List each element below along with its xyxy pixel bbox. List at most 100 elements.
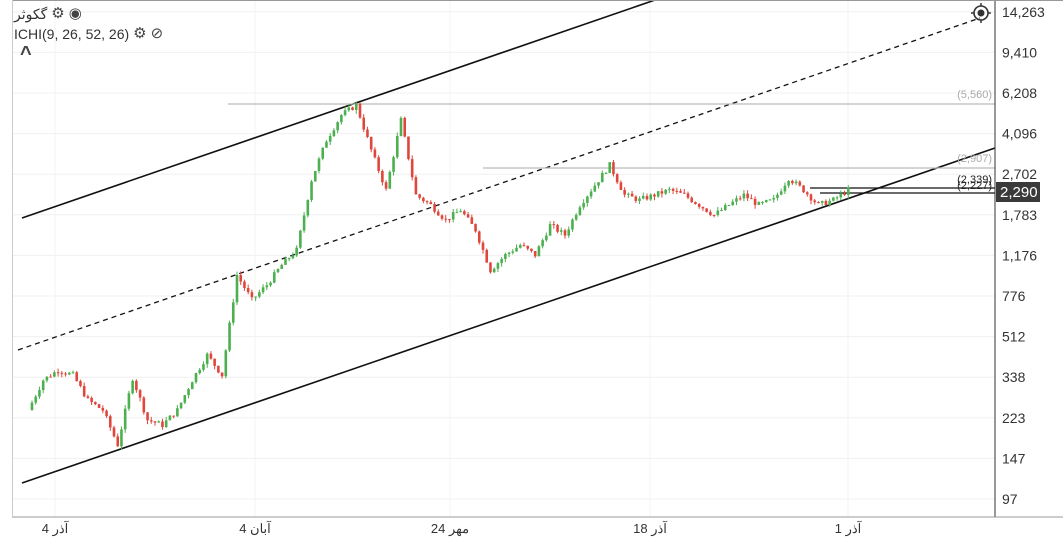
x-tick-label: 24 مهر [431,521,469,537]
candle-body [82,386,86,397]
candle-body [362,117,366,130]
candle-body [600,172,604,183]
candle-body [418,194,421,198]
target-icon[interactable] [971,3,991,23]
candle-body [593,185,597,192]
gear-icon[interactable]: ⚙ [133,25,147,42]
candle-body [705,208,708,212]
candle-body [209,353,213,359]
candle-body [548,224,552,236]
candle-body [727,205,731,207]
candle-body [682,192,686,194]
candle-body [828,200,831,206]
candle-body [135,380,138,391]
candle-body [105,410,108,417]
candle-body [407,136,410,160]
candle-body [295,247,298,256]
candle-body [574,214,578,220]
candle-body [645,196,649,200]
candle-body [843,193,846,195]
candle-body [798,181,802,186]
candle-body [776,194,779,198]
candle-body [213,358,216,366]
candle-body [246,288,250,293]
candle-body [604,172,608,174]
candle-body [630,193,634,197]
candle-body [556,225,559,232]
candle-body [224,350,228,377]
candle-body [90,397,93,403]
chevron-up-icon[interactable]: ^ [20,43,32,65]
candle-body [835,197,839,199]
level-label: (5,560) [957,89,992,101]
candle-body [228,322,231,351]
candle-body [530,248,533,252]
channel-mid-dashed-line[interactable] [17,17,981,351]
candle-body [653,194,656,197]
candle-body [559,230,563,232]
candle-body [354,103,358,110]
candle-body [813,200,817,203]
candle-body [414,177,418,195]
candle-body [176,408,179,417]
candle-body [153,421,157,423]
y-tick-label: 1,783 [1002,207,1037,223]
candle-body [470,217,474,224]
candle-body [254,296,257,298]
eye-off-icon[interactable]: ⊘ [150,25,164,42]
candle-body [735,198,738,202]
candle-body [474,223,477,232]
candle-body [172,415,175,417]
y-tick-label: 9,410 [1002,44,1037,60]
candle-body [496,263,500,269]
eye-icon[interactable]: ◉ [68,5,82,22]
candle-body [340,115,343,123]
y-tick-label: 97 [1002,491,1018,507]
last-price-label: 2,290 [1000,184,1038,201]
x-tick-label: 4 آذر [42,520,70,537]
candle-body [269,282,272,286]
candle-body [772,197,776,200]
candle-body [586,196,589,203]
gear-icon[interactable]: ⚙ [51,5,65,22]
candle-body [477,231,481,243]
candle-body [272,272,276,283]
level-label: (2,339) [957,174,992,186]
candle-body [664,189,667,194]
candle-body [764,200,768,203]
candle-body [571,219,574,230]
candle-body [280,264,284,269]
candle-body [634,196,638,201]
candle-body [429,202,433,205]
candle-body [198,369,202,374]
channel-lower-line[interactable] [21,147,996,484]
chart-legend: گکوثر ⚙ ◉ ICHI(9, 26, 52, 26) ⚙ ⊘ ^ [14,4,163,64]
x-tick-label: 4 آبان [239,520,272,536]
candle-body [79,381,82,387]
candle-body [817,202,820,204]
candle-body [187,389,190,396]
candle-body [235,275,239,303]
candle-body [839,193,843,198]
candle-body [217,365,220,373]
candle-body [746,193,749,199]
candle-body [287,258,291,260]
y-tick-label: 147 [1002,450,1026,466]
candle-body [276,268,280,273]
channel-upper-line[interactable] [21,0,656,219]
candle-body [403,117,407,137]
candle-body [410,159,414,178]
candle-body [492,268,496,273]
y-tick-label: 1,176 [1002,247,1037,263]
candle-body [444,218,448,220]
candle-body [582,202,585,208]
candle-body [377,157,380,171]
candle-body [190,382,194,390]
candle-body [846,187,850,195]
candle-body [97,404,101,408]
candle-body [433,204,436,212]
candle-body [325,141,328,148]
candle-body [258,292,261,297]
candle-body [395,136,399,158]
